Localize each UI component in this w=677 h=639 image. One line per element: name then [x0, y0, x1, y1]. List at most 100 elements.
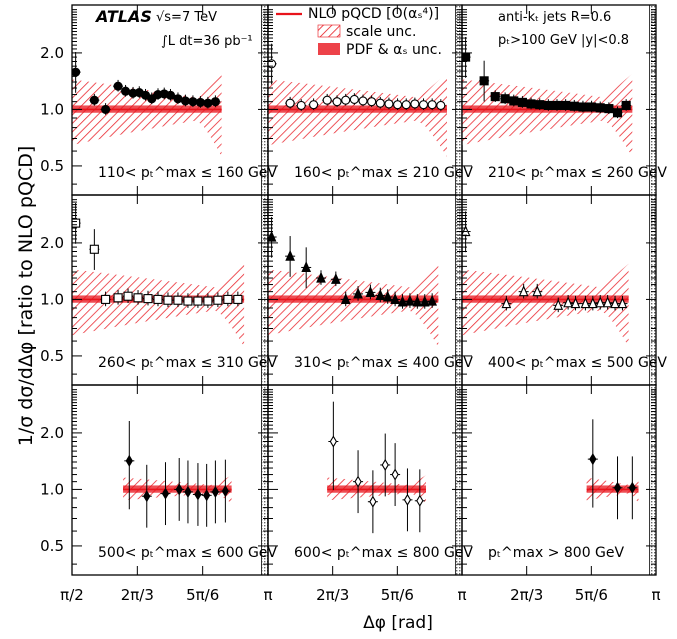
- data-point: [152, 291, 163, 307]
- data-point: [210, 460, 221, 524]
- data-point: [172, 292, 183, 308]
- data-point: [182, 293, 193, 308]
- data-point: [349, 93, 360, 105]
- data-point: [414, 469, 425, 533]
- excluded-region: [261, 195, 268, 385]
- data-point: [392, 98, 403, 111]
- data-point: [89, 229, 100, 270]
- panel-9: 2π/3 5π/6 π pₜ^max > 800 GeV: [461, 384, 661, 604]
- data-point: [100, 103, 111, 115]
- svg-text:scale unc.: scale unc.: [346, 24, 416, 40]
- y-tick-label: 0.5: [40, 157, 64, 175]
- data-point: [409, 97, 420, 110]
- data-point: [308, 98, 319, 111]
- data-point: [570, 295, 581, 311]
- data-point: [603, 102, 614, 115]
- data-point: [587, 295, 598, 311]
- data-point: [316, 270, 327, 285]
- data-point: [419, 294, 430, 309]
- x-tick-label: 2π/3: [510, 586, 543, 604]
- excluded-region: [649, 5, 656, 195]
- data-point: [479, 60, 490, 102]
- atlas-label: ATLAS: [94, 7, 152, 26]
- lumi-label: ∫L dt=36 pb⁻¹: [161, 34, 253, 49]
- data-point: [353, 450, 364, 514]
- data-point: [595, 101, 606, 114]
- svg-text:NLO pQCD [O(αₛ⁴)]: NLO pQCD [O(αₛ⁴)]: [308, 6, 439, 22]
- panel-label: 260< pₜ^max ≤ 310 GeV: [98, 355, 277, 371]
- data-point: [357, 94, 368, 107]
- data-point: [330, 271, 341, 287]
- data-point: [187, 95, 198, 108]
- data-point: [532, 283, 543, 299]
- panel-7: 0.5 1.0 2.0 π/2 2π/3 5π/6 π 500< pₜ^max ≤ 600 G…: [40, 384, 277, 604]
- jet-algo-label: anti-kₜ jets R=0.6: [498, 10, 611, 25]
- data-point: [617, 295, 628, 311]
- data-point: [113, 290, 124, 305]
- data-point: [212, 292, 223, 308]
- legend: NLO pQCD [O(αₛ⁴)] scale unc. PDF & αₛ unc.: [276, 6, 442, 58]
- data-point: [501, 295, 512, 311]
- data-point: [328, 401, 339, 490]
- data-point: [285, 236, 296, 277]
- y-tick-label: 2.0: [40, 44, 64, 62]
- data-point: [401, 98, 412, 111]
- data-point: [210, 95, 221, 108]
- data-point: [365, 284, 376, 300]
- y-axis-label: 1/σ dσ/dΔφ [ratio to NLO pQCD]: [15, 146, 37, 447]
- data-point: [192, 293, 203, 308]
- legend-item: NLO pQCD [O(αₛ⁴)]: [276, 6, 439, 22]
- data-point: [141, 464, 152, 528]
- excluded-region: [455, 195, 462, 385]
- data-point: [367, 470, 378, 534]
- data-point: [390, 443, 401, 506]
- data-point: [621, 99, 632, 111]
- x-tick-label: π: [263, 586, 272, 604]
- panel-label: 160< pₜ^max ≤ 210 GeV: [294, 165, 473, 181]
- y-tick-label: 1.0: [40, 100, 64, 118]
- data-point: [602, 294, 613, 310]
- panel-frame: [461, 384, 657, 576]
- data-point: [123, 288, 134, 304]
- data-point: [380, 433, 391, 497]
- x-tick-label: 5π/6: [186, 586, 219, 604]
- data-point: [301, 247, 312, 289]
- data-point: [390, 291, 401, 307]
- data-point: [174, 458, 185, 521]
- data-point: [404, 293, 415, 308]
- data-point: [508, 94, 519, 107]
- data-point: [143, 290, 154, 306]
- excluded-region: [649, 385, 656, 575]
- excluded-region: [649, 195, 656, 385]
- data-point: [375, 96, 386, 109]
- data-point: [322, 93, 333, 106]
- data-point: [627, 456, 638, 520]
- x-tick-label: 2π/3: [121, 586, 154, 604]
- y-tick-label: 1.0: [40, 290, 64, 308]
- data-point: [587, 419, 598, 508]
- data-point: [577, 100, 588, 113]
- data-point: [553, 297, 564, 313]
- panel-4: 0.5 1.0 2.0 260< pₜ^max ≤ 310 GeV: [40, 194, 277, 386]
- y-tick-label: 1.0: [40, 480, 64, 498]
- data-point: [232, 291, 243, 307]
- panel-label: 210< pₜ^max ≤ 260 GeV: [488, 165, 667, 181]
- x-tick-label: π: [457, 586, 466, 604]
- data-point: [366, 95, 377, 108]
- data-point: [382, 289, 393, 304]
- data-point: [89, 93, 100, 106]
- data-point: [569, 99, 580, 112]
- data-point: [222, 291, 233, 307]
- data-point: [427, 98, 438, 111]
- data-point: [612, 106, 623, 119]
- data-point: [534, 98, 545, 111]
- x-tick-label: 5π/6: [381, 586, 414, 604]
- y-tick-label: 0.5: [40, 537, 64, 555]
- data-point: [435, 99, 446, 111]
- data-point: [182, 460, 193, 524]
- scale-uncertainty-band: [72, 73, 222, 157]
- svg-text:PDF & αₛ unc.: PDF & αₛ unc.: [346, 42, 442, 58]
- data-point: [72, 52, 81, 93]
- data-point: [124, 421, 135, 510]
- y-tick-label: 2.0: [40, 234, 64, 252]
